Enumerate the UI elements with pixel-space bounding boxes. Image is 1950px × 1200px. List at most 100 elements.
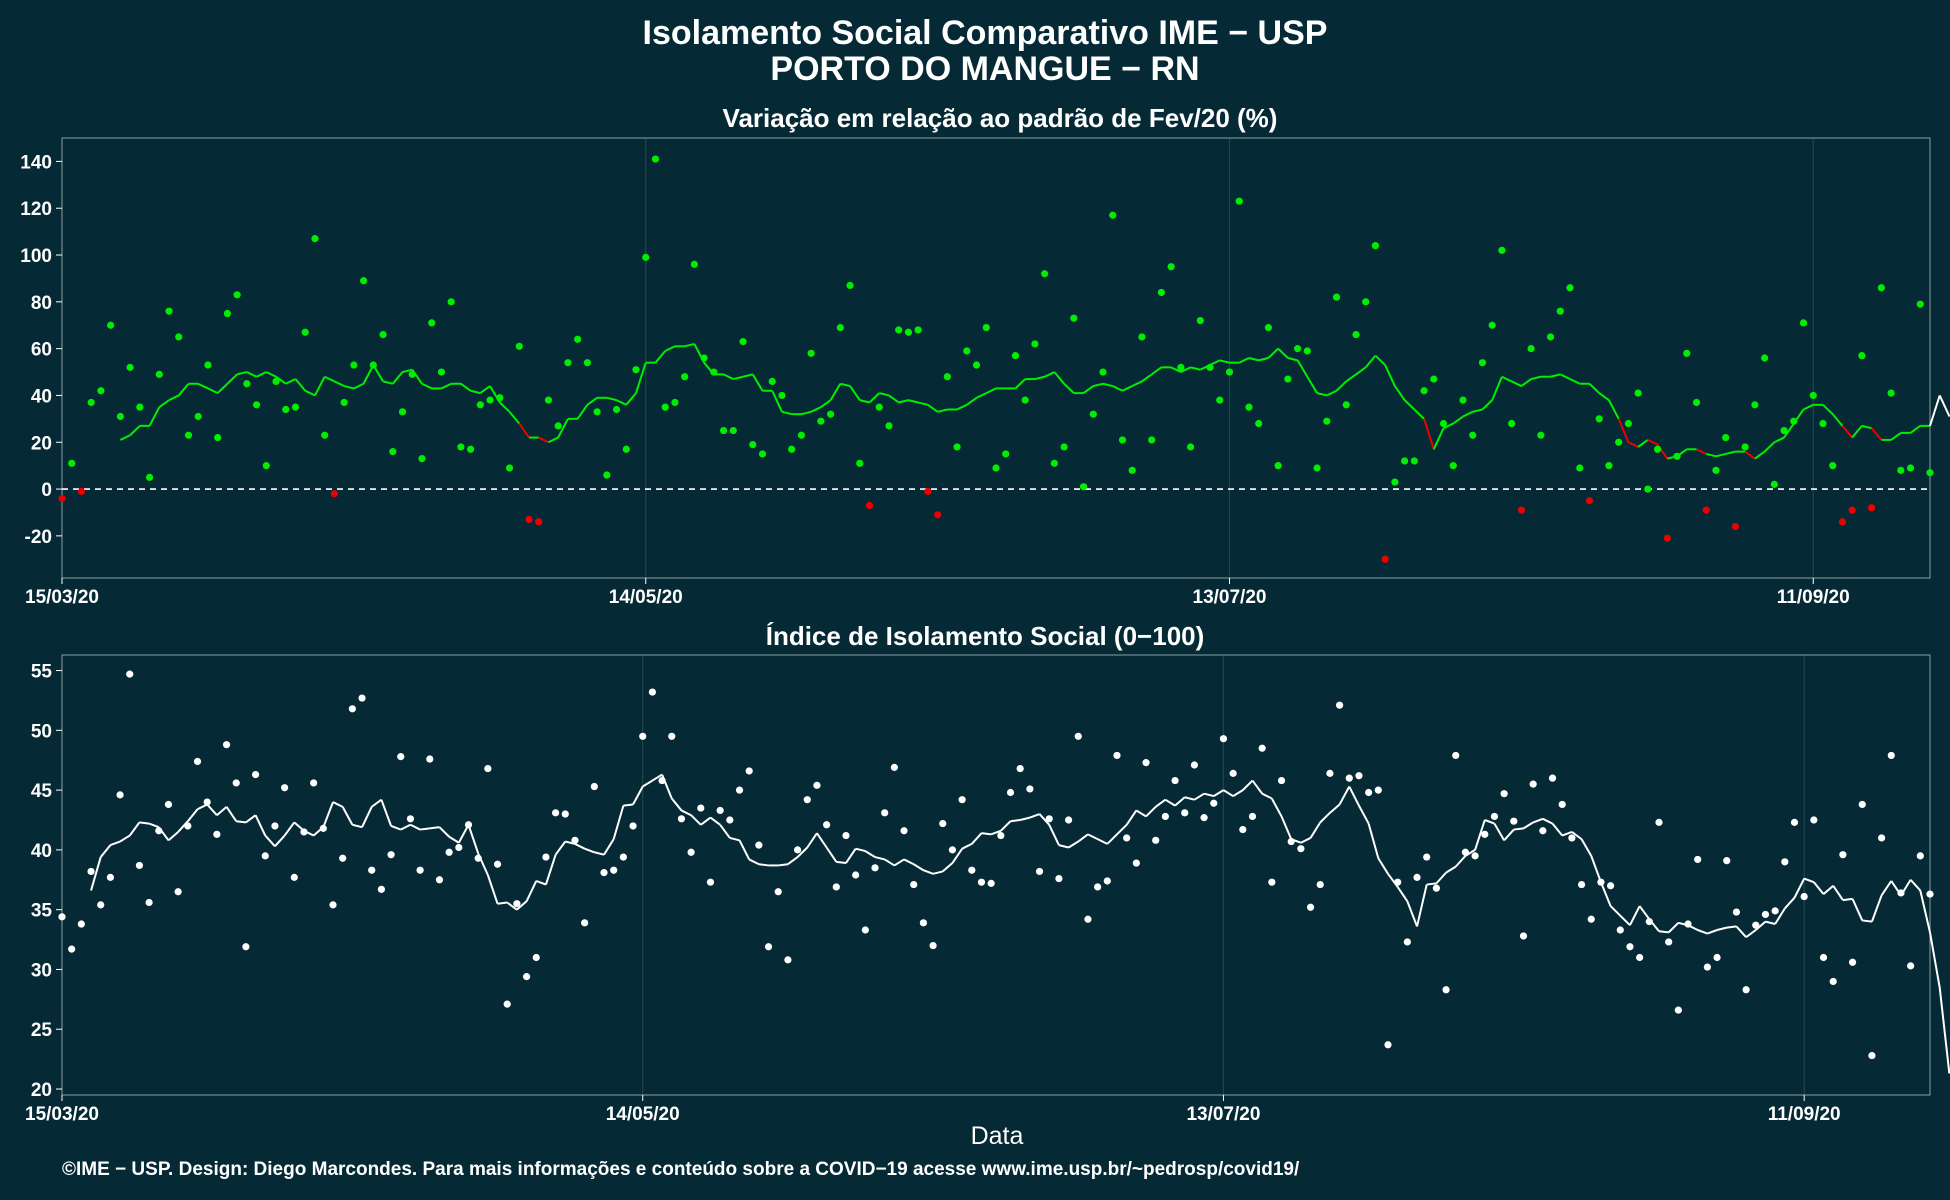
panel2-moving-average-segment bbox=[352, 823, 363, 829]
panel2-daily-point bbox=[503, 1000, 511, 1008]
panel2-moving-average-segment bbox=[264, 834, 276, 847]
panel2-daily-point bbox=[1607, 882, 1615, 890]
panel2-moving-average-segment bbox=[1077, 833, 1089, 843]
panel2-daily-point bbox=[1655, 818, 1663, 826]
panel2-y-tick-label: 45 bbox=[31, 781, 53, 802]
panel1-moving-average-segment bbox=[256, 371, 267, 378]
panel1-daily-point bbox=[1459, 396, 1467, 404]
panel1-daily-point bbox=[476, 401, 484, 409]
panel1-plot-frame bbox=[61, 137, 1931, 579]
panel1-daily-point bbox=[836, 323, 844, 332]
panel2-moving-average-segment bbox=[90, 856, 102, 891]
panel2-moving-average-segment bbox=[651, 773, 663, 782]
panel2-daily-point bbox=[1442, 986, 1450, 994]
panel2-moving-average-segment bbox=[1445, 865, 1457, 874]
panel1-daily-point bbox=[1196, 316, 1204, 325]
panel2-moving-average-segment bbox=[1280, 816, 1293, 840]
panel2-daily-point bbox=[668, 732, 676, 740]
panel1-daily-point bbox=[1439, 419, 1448, 428]
panel1-y-tick-label: 120 bbox=[20, 199, 52, 220]
panel2-daily-point bbox=[1577, 880, 1586, 889]
panel2-moving-average-segment bbox=[642, 779, 653, 788]
panel2-daily-point bbox=[513, 900, 521, 908]
panel1-moving-average-segment bbox=[927, 403, 939, 413]
panel1-moving-average-segment bbox=[314, 376, 326, 396]
panel1-daily-point bbox=[1615, 438, 1623, 446]
panel2-moving-average-segment bbox=[1870, 894, 1883, 922]
panel1-daily-point bbox=[107, 321, 115, 329]
panel1-moving-average-segment bbox=[1267, 347, 1279, 359]
panel2-moving-average-segment bbox=[1106, 833, 1118, 845]
panel2-daily-point bbox=[116, 791, 124, 799]
panel1-moving-average-segment bbox=[1141, 373, 1153, 383]
panel1-moving-average-segment bbox=[859, 399, 870, 404]
panel1-daily-point bbox=[58, 494, 66, 503]
panel1-moving-average-segment bbox=[635, 362, 647, 394]
panel2-moving-average-segment bbox=[1019, 816, 1031, 821]
panel2-daily-point bbox=[735, 786, 744, 794]
panel1-daily-point bbox=[1303, 347, 1311, 355]
panel2-daily-point bbox=[561, 810, 569, 818]
panel1-daily-point bbox=[418, 455, 426, 463]
panel1-daily-point bbox=[622, 445, 630, 453]
panel2-x-tick-label: 14/05/20 bbox=[606, 1104, 680, 1125]
panel2-moving-average-segment bbox=[719, 824, 731, 839]
panel2-daily-point bbox=[793, 846, 802, 854]
panel2-moving-average-segment bbox=[274, 834, 286, 847]
panel2-daily-point bbox=[1152, 836, 1160, 844]
panel2-daily-point bbox=[1258, 744, 1266, 752]
panel1-daily-point bbox=[515, 342, 523, 350]
panel1-daily-point bbox=[1731, 522, 1740, 531]
panel2-daily-point bbox=[97, 901, 105, 909]
panel1-daily-point bbox=[700, 354, 708, 362]
panel2-daily-point bbox=[339, 854, 347, 862]
panel1-y-tick-label: 0 bbox=[41, 480, 52, 501]
panel1-moving-average-segment bbox=[1559, 373, 1571, 380]
panel2-daily-point bbox=[784, 956, 792, 964]
panel2-daily-point bbox=[213, 830, 221, 838]
panel2-moving-average-segment bbox=[1367, 823, 1380, 859]
panel2-moving-average-segment bbox=[236, 820, 247, 824]
panel2-moving-average-segment bbox=[1184, 796, 1195, 801]
panel2-daily-point bbox=[1858, 800, 1866, 809]
panel2-moving-average-segment bbox=[167, 831, 179, 842]
panel1-daily-point bbox=[1858, 352, 1866, 360]
panel1-moving-average-segment bbox=[771, 390, 783, 413]
panel2-daily-point bbox=[435, 876, 444, 884]
panel1-moving-average-segment bbox=[1472, 408, 1483, 413]
panel1-moving-average-segment bbox=[353, 382, 365, 390]
panel1-moving-average-segment bbox=[1063, 383, 1075, 394]
panel2-moving-average-segment bbox=[1765, 920, 1776, 925]
panel2-moving-average-segment bbox=[1929, 932, 1941, 988]
panel1-moving-average-segment bbox=[1744, 450, 1756, 460]
panel1-moving-average-segment bbox=[829, 383, 842, 401]
panel2-daily-point bbox=[1926, 890, 1934, 898]
panel2-daily-point bbox=[590, 782, 598, 791]
panel1-daily-point bbox=[1819, 419, 1827, 428]
panel1-moving-average-segment bbox=[470, 389, 481, 395]
panel1-moving-average-segment bbox=[1112, 385, 1123, 392]
panel1-daily-point bbox=[243, 380, 251, 388]
panel2-moving-average-segment bbox=[254, 814, 267, 836]
panel1-moving-average-segment bbox=[236, 371, 248, 376]
panel1-moving-average-segment bbox=[548, 436, 559, 444]
panel1-daily-point bbox=[544, 396, 553, 404]
panel1-daily-point bbox=[272, 377, 280, 386]
panel1-moving-average-segment bbox=[1783, 422, 1795, 439]
panel1-daily-point bbox=[807, 349, 815, 357]
panel2-moving-average-segment bbox=[845, 848, 857, 864]
panel1-daily-point bbox=[437, 368, 446, 376]
panel2-title: Índice de Isolamento Social (0−100) bbox=[766, 621, 1205, 651]
panel1-daily-point bbox=[1128, 466, 1136, 474]
panel1-moving-average-segment bbox=[148, 406, 161, 427]
panel1-daily-point bbox=[817, 417, 825, 425]
panel2-daily-point bbox=[687, 848, 695, 856]
panel1-moving-average-segment bbox=[937, 408, 948, 413]
panel2-daily-point bbox=[1287, 837, 1295, 846]
panel2-moving-average-segment bbox=[690, 814, 702, 826]
panel2-moving-average-segment bbox=[1058, 844, 1069, 849]
panel2-moving-average-segment bbox=[796, 846, 808, 858]
panel2-daily-point bbox=[164, 800, 173, 809]
panel1-moving-average-segment bbox=[751, 373, 764, 392]
panel2-moving-average-segment bbox=[884, 858, 895, 867]
